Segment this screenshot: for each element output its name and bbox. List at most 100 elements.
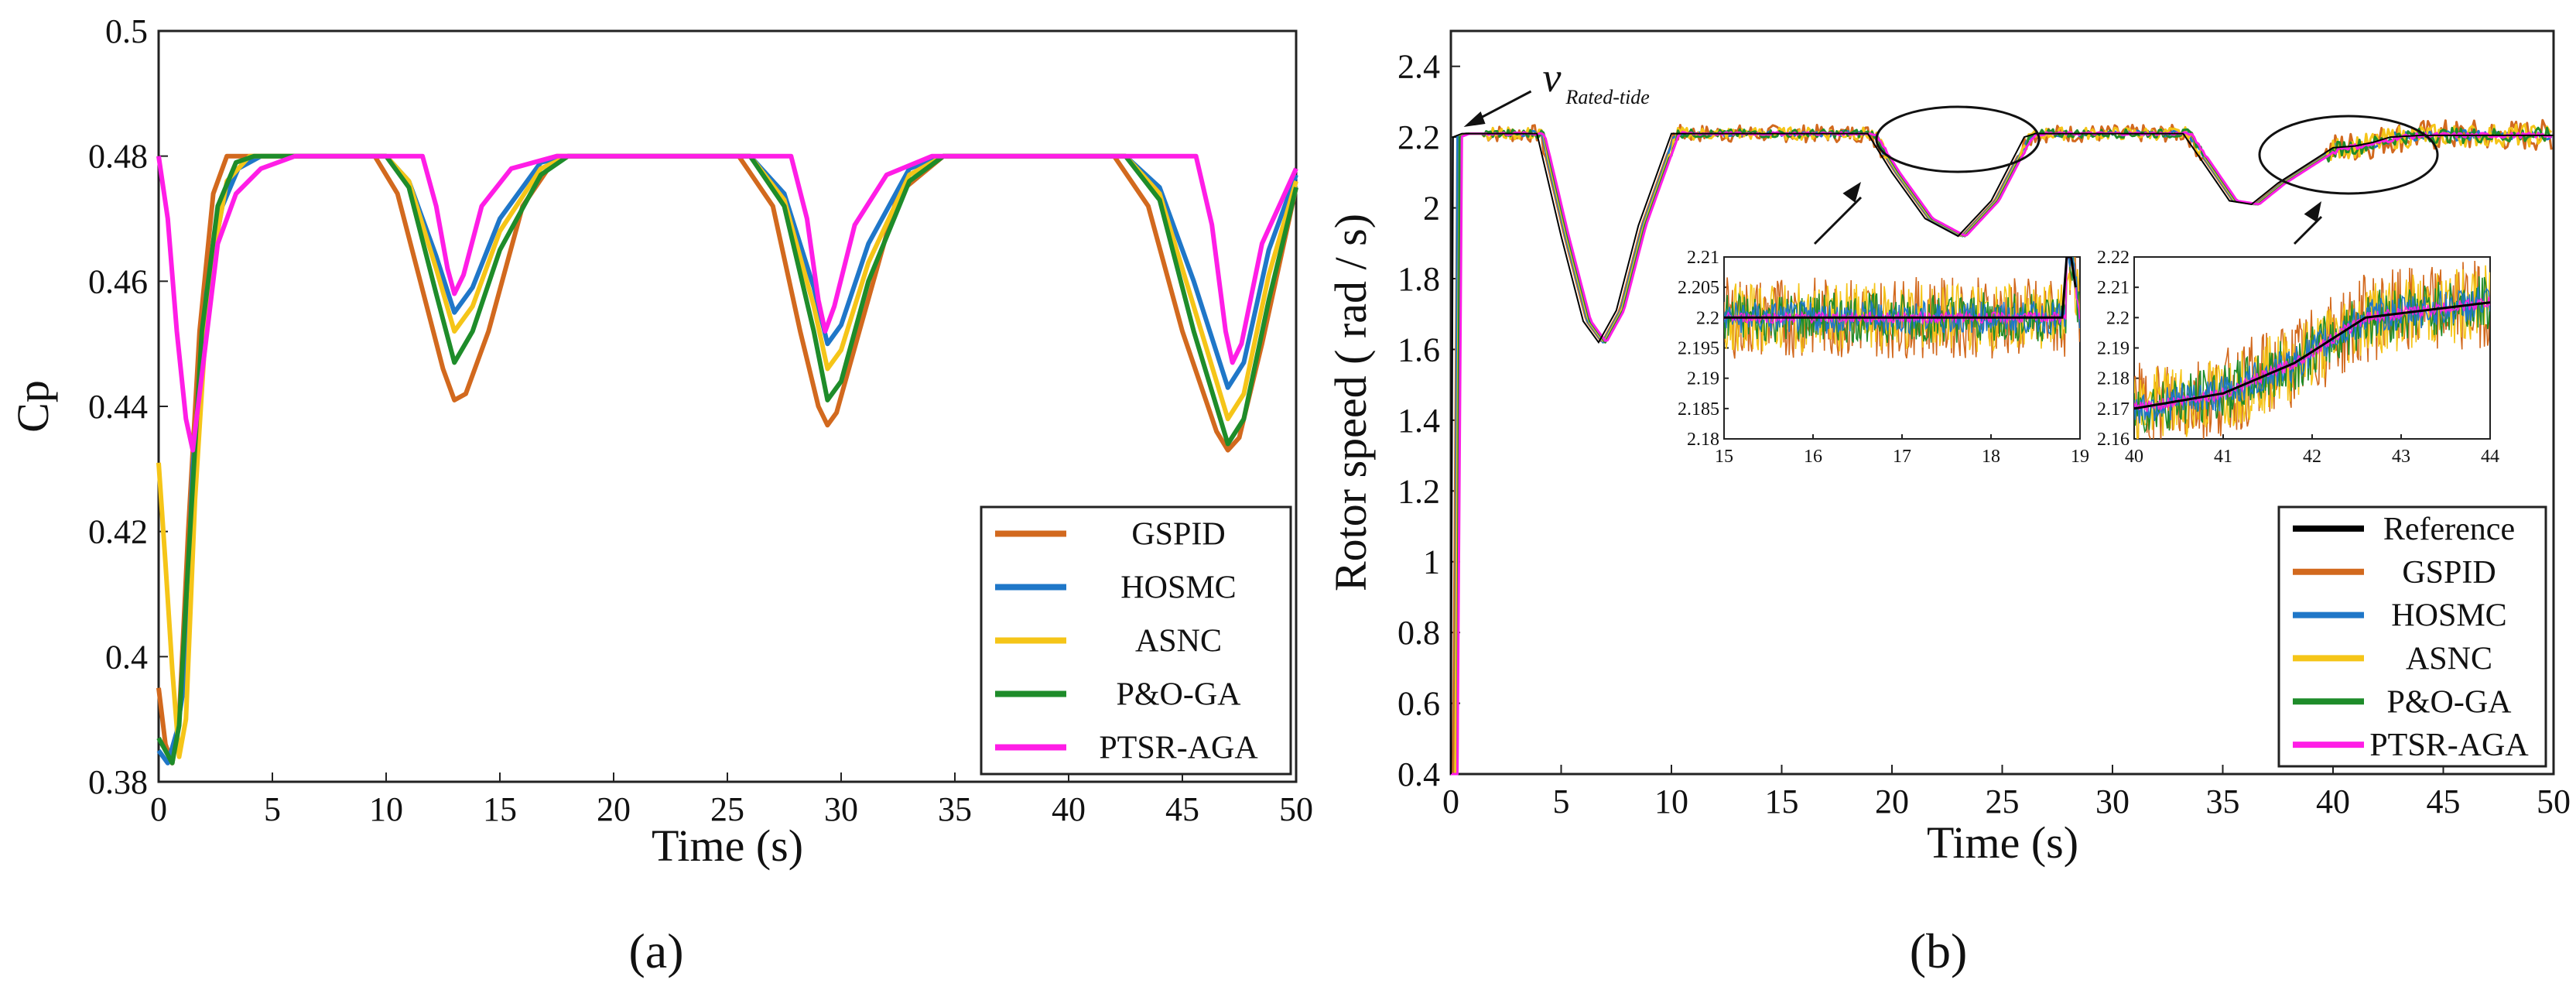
chart-a: 0 5 10 15 20 25 30 35 40 45 50 0.38 0.4 0.42 0.44 0.46 0… — [8, 12, 1313, 978]
chart-b-ylabel: Rotor speed ( rad / s) — [1326, 214, 1376, 591]
chart-b-series — [1450, 118, 2554, 776]
inset-2-ytick-label: 2.19 — [2097, 339, 2130, 359]
chart-a-xtick-label: 40 — [1052, 790, 1086, 828]
inset-2-ytick-label: 2.18 — [2097, 369, 2130, 389]
inset-2-ytick-label: 2.2 — [2106, 308, 2130, 328]
inset-1-xtick-label: 17 — [1893, 447, 1911, 467]
chart-a-legend-label: GSPID — [1131, 517, 1225, 553]
panel-label-a: (a) — [628, 923, 683, 978]
inset-1-xtick-label: 19 — [2071, 447, 2089, 467]
chart-a-xtick-label: 35 — [938, 790, 972, 828]
inset-2-ytick-label: 2.22 — [2097, 248, 2130, 268]
chart-b: 0 5 10 15 20 25 30 35 40 45 50 0.4 0.6 0.8 1 1.2 1.4 1.6 1… — [1326, 29, 2571, 978]
chart-b-xtick-label: 25 — [1986, 783, 2020, 820]
inset-2-xtick-label: 42 — [2303, 447, 2321, 467]
chart-b-ytick-label: 2 — [1423, 190, 1440, 228]
chart-a-ytick-label: 0.48 — [88, 138, 148, 176]
chart-a-ytick-label: 0.5 — [105, 12, 148, 50]
chart-b-ytick-label: 0.8 — [1397, 614, 1440, 652]
inset-2-xtick-label: 40 — [2125, 447, 2143, 467]
annotation-arrowhead — [1463, 111, 1486, 127]
zoom-arrow — [1813, 196, 1863, 245]
annotation-subscript: Rated-tide — [1565, 86, 1650, 108]
annotation-v: v — [1543, 54, 1562, 101]
chart-b-legend-label: Reference — [2383, 512, 2515, 547]
zoom-region-ellipse — [2258, 115, 2439, 195]
chart-b-ytick-label: 1.2 — [1397, 472, 1440, 510]
inset-1-xtick-label: 18 — [1982, 447, 2000, 467]
chart-b-series-line — [1451, 131, 2552, 776]
chart-b-xtick-label: 50 — [2537, 783, 2571, 820]
inset-1: 15 16 17 18 19 2.18 2.185 2.19 2.195 2.2 2.205 2.21 — [1678, 105, 2089, 467]
chart-b-xtick-label: 45 — [2427, 783, 2461, 820]
chart-b-ytick-label: 1.4 — [1397, 402, 1440, 440]
chart-b-xtick-label: 0 — [1442, 783, 1459, 820]
chart-a-xtick-label: 45 — [1165, 790, 1199, 828]
chart-a-ylabel: Cp — [8, 380, 58, 433]
inset-2-xtick-label: 41 — [2214, 447, 2232, 467]
chart-a-legend-label: PTSR-AGA — [1099, 731, 1258, 766]
inset-1-ytick-label: 2.18 — [1687, 430, 1719, 450]
inset-2-ytick-label: 2.16 — [2097, 430, 2130, 450]
chart-b-ytick-label: 0.4 — [1397, 755, 1440, 793]
chart-b-insets: 15 16 17 18 192.182.1852.192.1952.22.2052.21… — [1678, 105, 2499, 467]
chart-a-xtick-label: 15 — [483, 790, 517, 828]
chart-b-legend-label: ASNC — [2406, 641, 2492, 677]
chart-a-ytick-label: 0.46 — [88, 262, 148, 300]
inset-1-ytick-label: 2.2 — [1696, 308, 1719, 328]
chart-a-xtick-label: 50 — [1279, 790, 1313, 828]
chart-a-legend: GSPID HOSMC ASNC P&O-GA PTSR-AGA — [980, 505, 1292, 776]
chart-b-xtick-label: 15 — [1765, 783, 1799, 820]
chart-a-xtick-label: 30 — [824, 790, 858, 828]
chart-a-xtick-label: 5 — [264, 790, 281, 828]
chart-b-ytick-label: 1.6 — [1397, 331, 1440, 368]
chart-a-ytick-label: 0.42 — [88, 513, 148, 551]
chart-b-legend-label: P&O-GA — [2386, 684, 2512, 720]
rated-tide-annotation: v Rated-tide — [1463, 54, 1650, 127]
chart-a-xtick-label: 25 — [710, 790, 744, 828]
inset-reference-line — [2134, 301, 2490, 410]
chart-a-xtick-label: 10 — [369, 790, 403, 828]
chart-a-series-line — [156, 153, 1298, 766]
chart-a-series-line — [156, 153, 1298, 453]
inset-1-ytick-label: 2.185 — [1678, 399, 1719, 420]
chart-a-ytick-label: 0.44 — [88, 388, 148, 426]
inset-1-xtick-label: 16 — [1804, 447, 1822, 467]
chart-b-ytick-label: 0.6 — [1397, 685, 1440, 723]
chart-a-ticks: 0 5 10 15 20 25 30 35 40 45 50 0.38 0.4 0.42 0.44 0.46 0… — [88, 12, 1313, 828]
chart-a-series — [156, 153, 1298, 766]
chart-a-legend-label: P&O-GA — [1116, 677, 1241, 713]
chart-b-legend-label: PTSR-AGA — [2369, 728, 2529, 763]
chart-a-series-line — [156, 153, 1298, 759]
chart-a-xlabel: Time (s) — [652, 820, 803, 871]
chart-a-legend-label: ASNC — [1135, 624, 1222, 659]
chart-b-xtick-label: 30 — [2095, 783, 2130, 820]
inset-2-xtick-label: 44 — [2481, 447, 2499, 467]
chart-b-ytick-label: 1.8 — [1397, 260, 1440, 298]
panel-label-b: (b) — [1910, 923, 1968, 978]
inset-1-xtick-label: 15 — [1715, 447, 1733, 467]
chart-b-xtick-label: 35 — [2206, 783, 2240, 820]
inset-2: 40 41 42 43 44 2.16 2.17 2.18 2.19 2.2 2.21 2.22 — [2097, 115, 2499, 467]
chart-b-xtick-label: 20 — [1875, 783, 1909, 820]
chart-b-xtick-label: 40 — [2316, 783, 2350, 820]
chart-b-legend: Reference GSPID HOSMC ASNC P&O-GA PTSR-AGA — [2277, 505, 2547, 768]
chart-b-xtick-label: 10 — [1654, 783, 1688, 820]
inset-2-ytick-label: 2.21 — [2097, 278, 2130, 298]
inset-reference-line — [1724, 257, 2077, 319]
chart-b-xlabel: Time (s) — [1927, 817, 2078, 868]
chart-a-xtick-label: 0 — [150, 790, 167, 828]
chart-b-legend-label: GSPID — [2402, 555, 2496, 591]
chart-b-legend-label: HOSMC — [2391, 598, 2506, 634]
zoom-arrowhead — [1842, 182, 1861, 203]
inset-2-xtick-label: 43 — [2392, 447, 2410, 467]
chart-b-reference-line — [1450, 132, 2554, 775]
inset-series-line — [2134, 265, 2490, 439]
chart-a-legend-label: HOSMC — [1120, 570, 1236, 606]
inset-2-ytick-label: 2.17 — [2097, 399, 2130, 420]
chart-b-xtick-label: 5 — [1553, 783, 1570, 820]
chart-b-ytick-label: 2.2 — [1397, 118, 1440, 156]
inset-1-ytick-label: 2.205 — [1678, 278, 1719, 298]
chart-b-legend-box — [2277, 505, 2547, 768]
